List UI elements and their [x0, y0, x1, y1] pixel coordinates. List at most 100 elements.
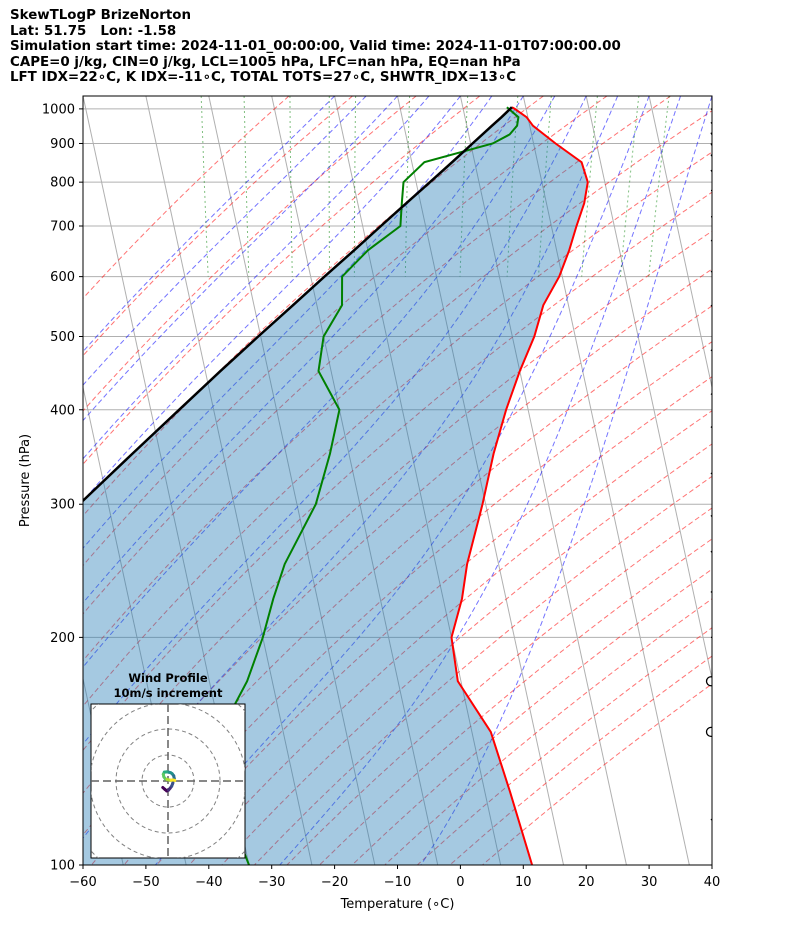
x-tick-label: 0 — [456, 875, 464, 890]
moist-adiabat — [83, 96, 461, 502]
dry-adiabat — [123, 341, 712, 865]
moist-adiabat — [83, 96, 524, 604]
profile-lines — [83, 106, 589, 865]
mixing-ratio-line — [243, 96, 250, 277]
wind-barb — [710, 239, 737, 251]
wind-barb — [710, 154, 741, 183]
barb-flag — [745, 625, 749, 637]
moist-adiabat — [83, 96, 587, 745]
x-tick-label: 10 — [515, 875, 532, 890]
wind-barb — [710, 304, 747, 328]
wind-barb — [710, 108, 750, 124]
barb-half — [729, 880, 735, 883]
barb-flag — [729, 568, 741, 573]
isotherm — [397, 96, 565, 865]
barb-staff — [710, 270, 712, 273]
hodograph-subtitle: 10m/s increment — [114, 686, 223, 700]
barb-staff — [710, 349, 712, 352]
barb-flag — [738, 408, 749, 415]
barb-staff — [710, 393, 712, 396]
moist-adiabat — [83, 96, 367, 386]
wind-barb — [710, 270, 749, 293]
barb-flag — [734, 493, 746, 498]
moist-adiabat — [83, 96, 430, 460]
y-tick-label: 200 — [50, 631, 75, 646]
dry-adiabat — [83, 96, 417, 412]
barb-half — [733, 247, 737, 251]
x-tick-label: 30 — [641, 875, 658, 890]
barb-flag — [745, 205, 749, 217]
dry-adiabat — [83, 151, 712, 707]
y-axis-label: Pressure (hPa) — [18, 434, 33, 527]
x-axis-label: Temperature (∘C) — [340, 897, 455, 912]
y-tick-label: 100 — [50, 859, 75, 874]
time-line: Simulation start time: 2024-11-01_00:00:… — [10, 39, 621, 55]
barb-flag — [738, 286, 749, 293]
barb-flag — [745, 178, 749, 190]
moist-adiabat — [83, 96, 556, 668]
wind-barb — [711, 178, 749, 192]
dry-adiabat — [83, 96, 608, 567]
barb-staff — [710, 143, 712, 147]
location-line: Lat: 51.75 Lon: -1.58 — [10, 23, 177, 39]
wind-barb — [710, 550, 741, 573]
barb-staff — [710, 132, 712, 137]
barb-staff — [710, 591, 712, 594]
mixing-ratio-line — [648, 96, 670, 277]
x-tick-label: −60 — [69, 875, 96, 890]
y-tick-label: 600 — [50, 270, 75, 285]
wind-barb — [710, 472, 746, 498]
isotherm — [711, 96, 712, 99]
barb-flag — [729, 196, 741, 199]
moist-adiabat — [83, 96, 493, 549]
barb-flag — [733, 404, 744, 411]
barb-flag — [729, 180, 741, 183]
barb-flag — [732, 144, 744, 148]
moist-adiabat — [155, 96, 650, 865]
cape-fill-area — [83, 107, 588, 865]
moist-adiabat — [83, 96, 398, 422]
barb-flag — [735, 837, 746, 843]
y-tick-label: 400 — [50, 403, 75, 418]
background-lines — [83, 96, 712, 865]
isotherm — [334, 96, 502, 865]
barb-flag — [731, 441, 742, 447]
barb-staff — [710, 169, 712, 173]
barb-flag — [732, 538, 744, 542]
barb-flag — [736, 322, 747, 328]
cape-line: CAPE=0 j/kg, CIN=0 j/kg, LCL=1005 hPa, L… — [10, 54, 521, 70]
indices-line: LFT IDX=22∘C, K IDX=-11∘C, TOTAL TOTS=27… — [10, 70, 517, 86]
mixing-ratio-line — [200, 96, 209, 277]
wind-barb — [705, 676, 712, 687]
parcel-profile-line — [83, 106, 513, 503]
wind-barb — [710, 143, 739, 174]
dry-adiabat — [286, 507, 712, 865]
barb-staff — [710, 818, 712, 822]
x-tick-label: 20 — [578, 875, 595, 890]
calm-circle — [705, 676, 712, 687]
x-tick-label: −50 — [132, 875, 159, 890]
dry-adiabat — [83, 96, 481, 465]
dewpoint-line — [219, 106, 520, 865]
barb-flag — [731, 318, 742, 324]
barb-staff — [710, 304, 712, 308]
moist-adiabat — [279, 96, 681, 865]
isotherm — [522, 96, 690, 865]
wind-barbs — [705, 108, 750, 883]
wind-barb — [710, 426, 742, 447]
moist-adiabat — [420, 96, 712, 865]
barb-staff — [710, 239, 712, 242]
wind-barb — [711, 625, 749, 639]
chart-title: SkewTLogP BrizeNorton — [10, 8, 191, 23]
wind-barb — [711, 205, 749, 218]
barb-staff — [710, 550, 712, 554]
x-tick-label: −40 — [195, 875, 222, 890]
wind-barb — [710, 591, 712, 594]
mixing-ratio-line — [289, 96, 293, 277]
dry-adiabat — [156, 376, 712, 865]
hodograph-trace-segment — [171, 778, 177, 782]
wind-barb — [705, 726, 712, 738]
barb-flag — [726, 172, 739, 174]
barb-flag — [741, 115, 750, 124]
